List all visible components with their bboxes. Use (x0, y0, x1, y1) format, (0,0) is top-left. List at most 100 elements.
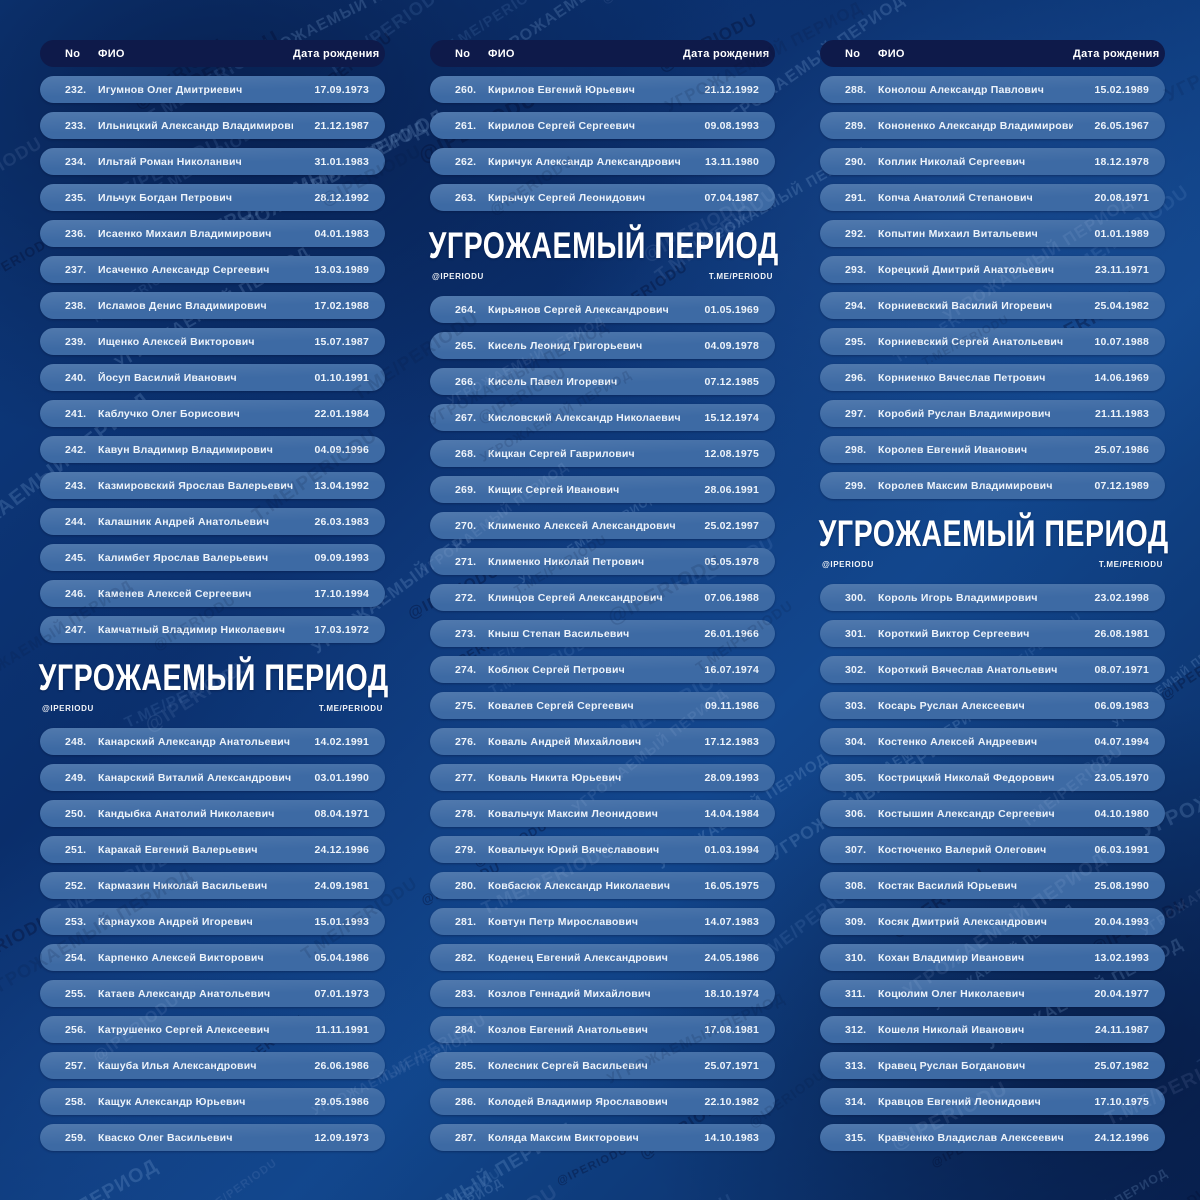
row-dob: 01.10.1991 (314, 371, 369, 384)
table-row: 256. Катрушенко Сергей Алексеевич 11.11.… (40, 1016, 385, 1043)
col-header-dob: Дата рождения (293, 47, 380, 60)
table-row: 250. Кандыбка Анатолий Николаевич 08.04.… (40, 800, 385, 827)
table-row: 301. Короткий Виктор Сергеевич 26.08.198… (820, 620, 1165, 647)
row-name: Катаев Александр Анатольевич (98, 987, 271, 1000)
row-name: Кохан Владимир Иванович (878, 951, 1025, 964)
row-number: 275. (455, 699, 477, 712)
watermark-text: T.ME/PERIODU (196, 1156, 280, 1200)
row-name: Коробий Руслан Владимирович (878, 407, 1051, 420)
row-number: 277. (455, 771, 477, 784)
row-name: Кицкан Сергей Гаврилович (488, 447, 635, 460)
row-dob: 25.07.1982 (1094, 1059, 1149, 1072)
row-name: Клименко Николай Петрович (488, 555, 645, 568)
row-dob: 07.12.1985 (704, 375, 759, 388)
row-dob: 15.01.1993 (314, 915, 369, 928)
row-name: Коплик Николай Сергеевич (878, 155, 1026, 168)
table-header: No ФИО Дата рождения (430, 40, 775, 67)
row-number: 313. (845, 1059, 867, 1072)
table-row: 261. Кирилов Сергей Сергеевич 09.08.1993 (430, 112, 775, 139)
row-name: Камчатный Владимир Николаевич (98, 623, 286, 636)
table-row: 244. Калашник Андрей Анатольевич 26.03.1… (40, 508, 385, 535)
row-name: Копытин Михаил Витальевич (878, 227, 1038, 240)
row-number: 302. (845, 663, 867, 676)
row-dob: 26.03.1983 (314, 515, 369, 528)
table-row: 238. Исламов Денис Владимирович 17.02.19… (40, 292, 385, 319)
row-dob: 25.02.1997 (704, 519, 759, 532)
row-number: 310. (845, 951, 867, 964)
watermark-text: @IPERIODU (600, 0, 675, 6)
row-name: Киричук Александр Александрович (488, 155, 681, 168)
row-dob: 13.11.1980 (705, 155, 759, 168)
row-dob: 26.08.1981 (1094, 627, 1149, 640)
row-name: Коваль Никита Юрьевич (488, 771, 622, 784)
row-number: 233. (65, 119, 87, 132)
table-row: 286. Колодей Владимир Ярославович 22.10.… (430, 1088, 775, 1115)
row-name: Кисель Леонид Григорьевич (488, 339, 643, 352)
row-name: Корниенко Вячеслав Петрович (878, 371, 1046, 384)
section-labels: @IPERIODU T.ME/PERIODU (42, 704, 383, 713)
row-name: Кисель Павел Игоревич (488, 375, 618, 388)
row-dob: 17.10.1994 (314, 587, 369, 600)
row-number: 298. (845, 443, 867, 456)
row-number: 270. (455, 519, 477, 532)
list-column: No ФИО Дата рождения 288. Конолош Алекса… (819, 40, 1168, 1160)
row-number: 294. (845, 299, 867, 312)
row-number: 249. (65, 771, 87, 784)
table-row: 240. Йосуп Василий Иванович 01.10.1991 (40, 364, 385, 391)
table-row: 289. Кононенко Александр Владимирович 26… (820, 112, 1165, 139)
channel-handle: @IPERIODU (432, 271, 484, 281)
row-number: 265. (455, 339, 477, 352)
row-number: 243. (65, 479, 87, 492)
table-row: 308. Костяк Василий Юрьевич 25.08.1990 (820, 872, 1165, 899)
table-row: 299. Королев Максим Владимирович 07.12.1… (820, 472, 1165, 499)
watermark-text: T.ME/PERIODU (1142, 1163, 1200, 1200)
row-number: 273. (455, 627, 477, 640)
row-dob: 28.09.1993 (704, 771, 759, 784)
table-row: 263. Кирычук Сергей Леонидович 07.04.198… (430, 184, 775, 211)
row-dob: 10.07.1988 (1094, 335, 1149, 348)
row-name: Клинцов Сергей Александрович (488, 591, 663, 604)
row-dob: 08.04.1971 (314, 807, 369, 820)
row-number: 285. (455, 1059, 477, 1072)
row-name: Карнаухов Андрей Игоревич (98, 915, 253, 928)
row-dob: 04.10.1980 (1094, 807, 1149, 820)
row-dob: 21.12.1987 (314, 119, 369, 132)
row-dob: 07.12.1989 (1094, 479, 1149, 492)
row-number: 297. (845, 407, 867, 420)
row-dob: 01.03.1994 (704, 843, 759, 856)
row-number: 246. (65, 587, 87, 600)
row-dob: 31.01.1983 (314, 155, 369, 168)
table-row: 281. Ковтун Петр Мирославович 14.07.1983 (430, 908, 775, 935)
row-number: 248. (65, 735, 87, 748)
table-row: 235. Ильчук Богдан Петрович 28.12.1992 (40, 184, 385, 211)
row-dob: 25.07.1986 (1094, 443, 1149, 456)
row-dob: 24.09.1981 (314, 879, 369, 892)
watermark-text: T.ME/PERIODU (405, 1165, 504, 1200)
row-dob: 21.11.1983 (1095, 407, 1149, 420)
table-row: 288. Конолош Александр Павлович 15.02.19… (820, 76, 1165, 103)
row-name: Кашуба Илья Александрович (98, 1059, 257, 1072)
row-dob: 11.11.1991 (315, 1023, 369, 1036)
table-row: 258. Кащук Александр Юрьевич 29.05.1986 (40, 1088, 385, 1115)
row-dob: 16.07.1974 (704, 663, 759, 676)
row-dob: 07.01.1973 (314, 987, 369, 1000)
row-name: Ильтяй Роман Николанвич (98, 155, 242, 168)
table-row: 296. Корниенко Вячеслав Петрович 14.06.1… (820, 364, 1165, 391)
row-dob: 14.10.1983 (704, 1131, 759, 1144)
watermark-text: УГРОЖАЕМЫЙ ПЕРИОД (1161, 0, 1200, 107)
section-title: УГРОЖАЕМЫЙ ПЕРИОД (428, 224, 779, 266)
table-row: 306. Костышин Александр Сергеевич 04.10.… (820, 800, 1165, 827)
row-name: Король Игорь Владимирович (878, 591, 1038, 604)
row-number: 300. (845, 591, 867, 604)
row-dob: 20.04.1977 (1094, 987, 1149, 1000)
row-name: Канарский Александр Анатольевич (98, 735, 291, 748)
row-dob: 21.12.1992 (704, 83, 759, 96)
row-number: 259. (65, 1131, 87, 1144)
row-name: Кисловский Александр Николаевич (488, 411, 681, 424)
row-dob: 25.08.1990 (1094, 879, 1149, 892)
row-name: Коваль Андрей Михайлович (488, 735, 642, 748)
row-name: Костышин Александр Сергеевич (878, 807, 1055, 820)
row-dob: 06.09.1983 (1094, 699, 1149, 712)
row-number: 236. (65, 227, 87, 240)
row-name: Короткий Виктор Сергеевич (878, 627, 1030, 640)
